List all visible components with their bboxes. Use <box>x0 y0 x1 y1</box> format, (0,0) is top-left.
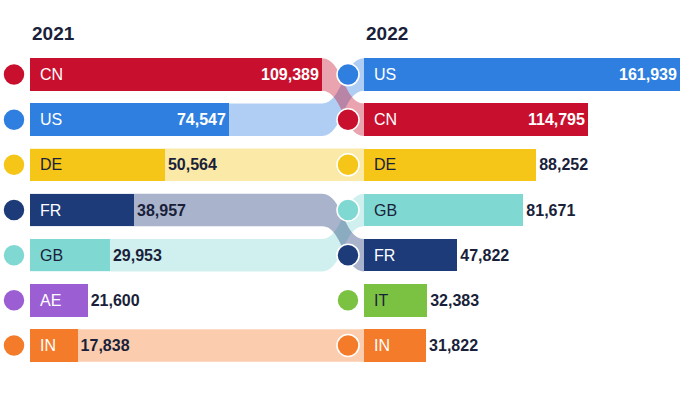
svg-text:US: US <box>40 111 62 128</box>
svg-text:32,383: 32,383 <box>430 292 479 309</box>
svg-text:IN: IN <box>40 337 56 354</box>
svg-text:FR: FR <box>40 202 61 219</box>
svg-text:DE: DE <box>40 156 62 173</box>
svg-text:CN: CN <box>40 66 63 83</box>
svg-text:DE: DE <box>374 156 396 173</box>
svg-text:US: US <box>374 66 396 83</box>
svg-text:AE: AE <box>40 292 61 309</box>
svg-text:CN: CN <box>374 111 397 128</box>
svg-text:17,838: 17,838 <box>81 337 130 354</box>
svg-text:21,600: 21,600 <box>91 292 140 309</box>
svg-text:114,795: 114,795 <box>528 111 585 128</box>
svg-text:161,939: 161,939 <box>619 66 677 83</box>
svg-text:2022: 2022 <box>366 23 408 44</box>
svg-text:88,252: 88,252 <box>539 156 588 173</box>
svg-text:FR: FR <box>374 247 395 264</box>
svg-text:IN: IN <box>374 337 390 354</box>
svg-text:109,389: 109,389 <box>261 66 319 83</box>
svg-text:47,822: 47,822 <box>460 247 509 264</box>
svg-text:IT: IT <box>374 292 388 309</box>
svg-text:29,953: 29,953 <box>113 247 162 264</box>
svg-text:38,957: 38,957 <box>137 202 186 219</box>
svg-text:74,547: 74,547 <box>177 111 226 128</box>
svg-text:2021: 2021 <box>32 23 75 44</box>
svg-text:81,671: 81,671 <box>526 202 575 219</box>
svg-text:GB: GB <box>374 202 397 219</box>
svg-text:GB: GB <box>40 247 63 264</box>
svg-text:50,564: 50,564 <box>168 156 217 173</box>
svg-text:31,822: 31,822 <box>429 337 478 354</box>
